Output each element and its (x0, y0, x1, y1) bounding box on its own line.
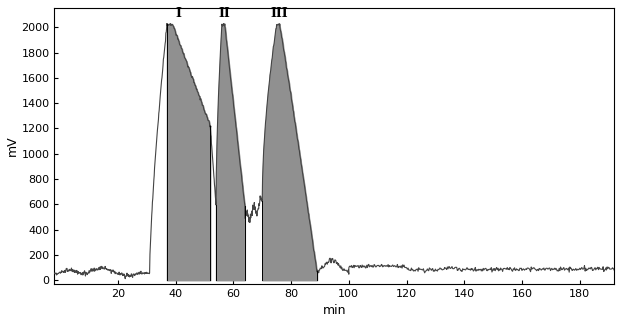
Text: I: I (175, 7, 182, 20)
Text: II: II (219, 7, 231, 20)
X-axis label: min: min (322, 305, 346, 318)
Text: III: III (271, 7, 288, 20)
Y-axis label: mV: mV (6, 136, 19, 156)
